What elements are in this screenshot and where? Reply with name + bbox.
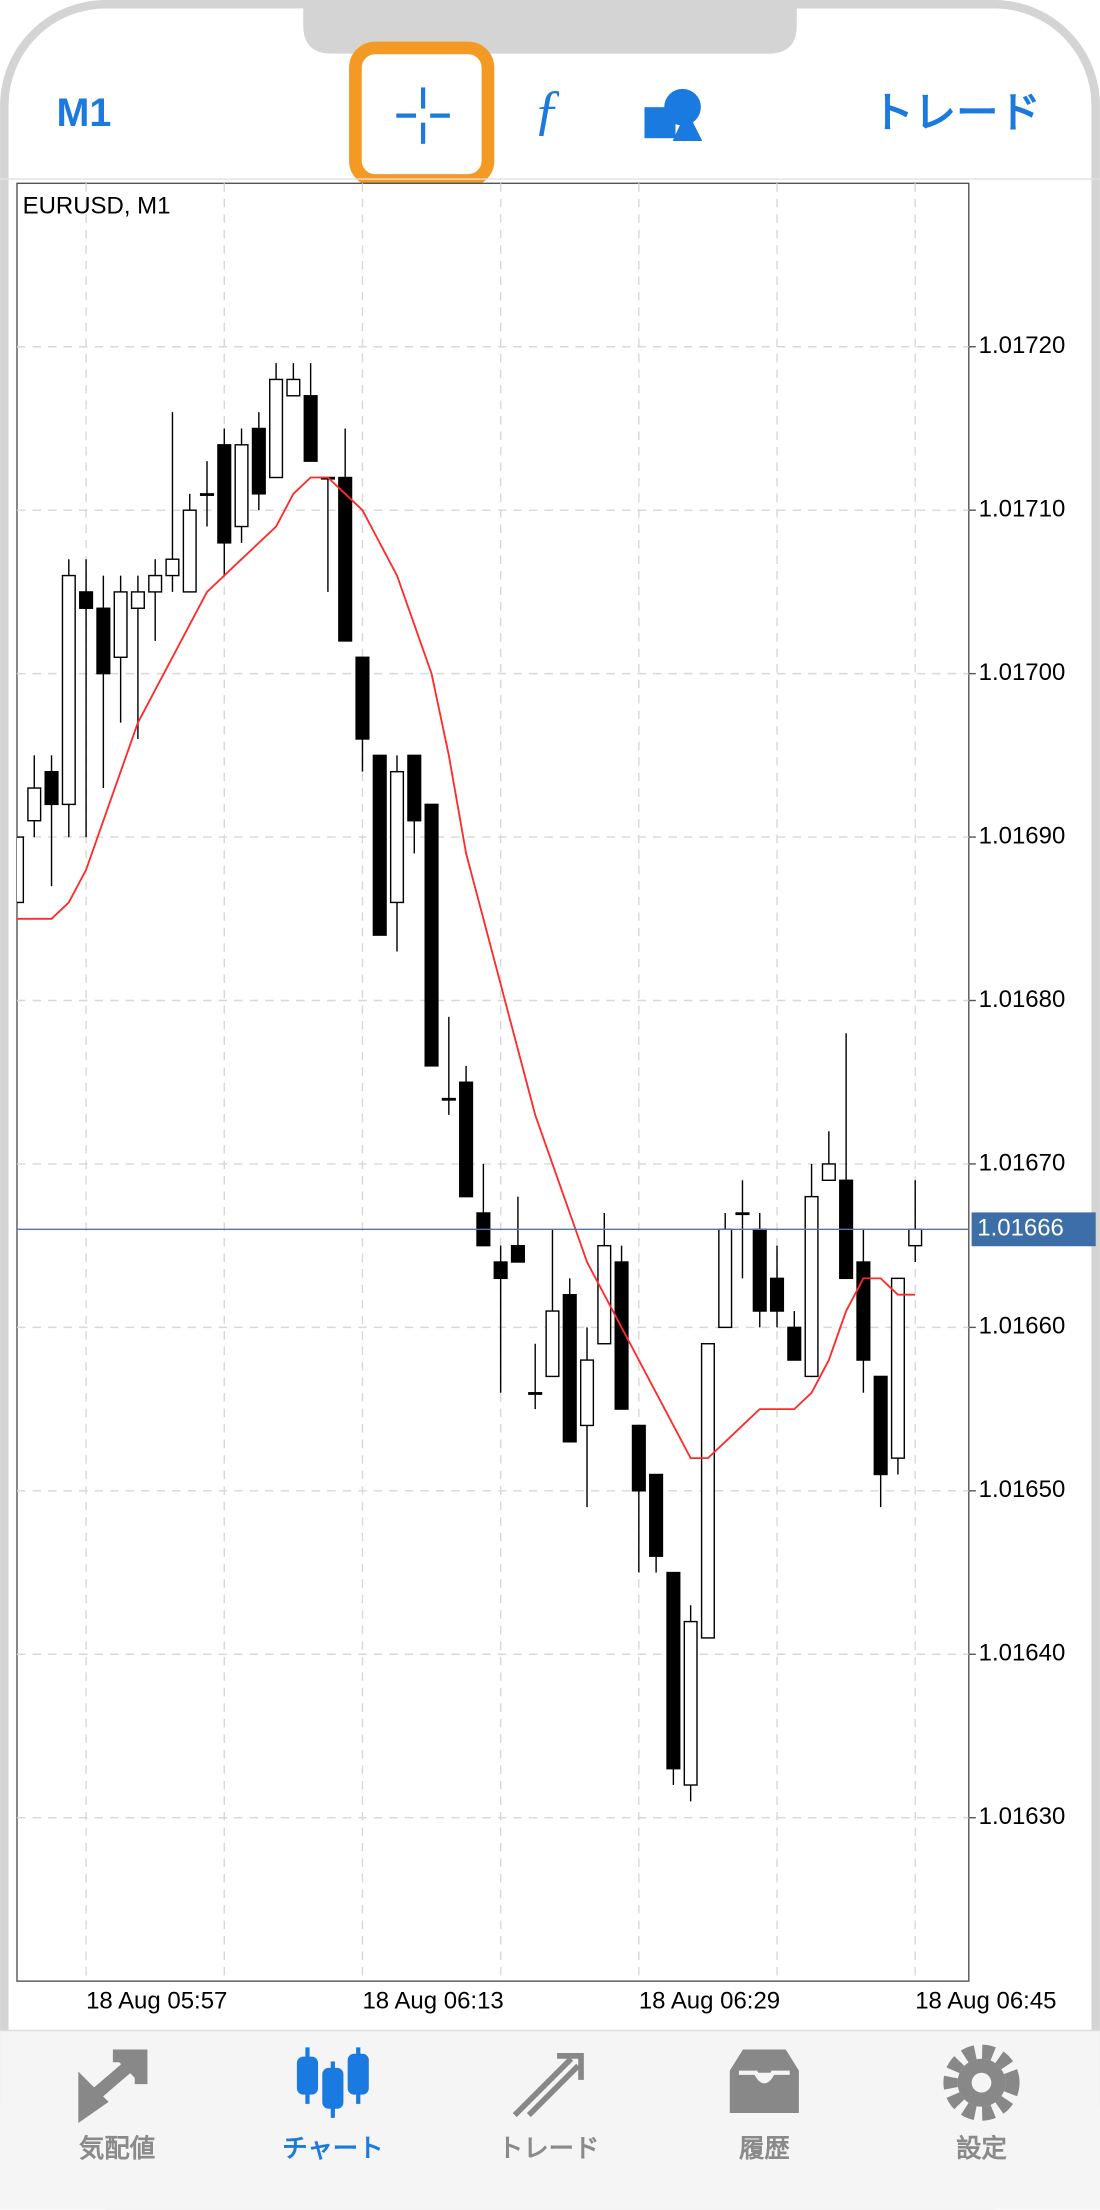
candle-body bbox=[372, 754, 387, 936]
y-tick-label: 1.01650 bbox=[979, 1476, 1066, 1503]
y-tick-label: 1.01710 bbox=[979, 496, 1066, 523]
candle-body bbox=[459, 1081, 474, 1198]
candle-body bbox=[804, 1195, 819, 1378]
candle-body bbox=[234, 444, 249, 528]
candle-body bbox=[27, 787, 42, 822]
chart-icon[interactable] bbox=[296, 2047, 369, 2118]
trade-icon[interactable] bbox=[512, 2053, 584, 2118]
tab-label[interactable]: 履歴 bbox=[739, 2135, 790, 2163]
candle-body bbox=[217, 444, 232, 544]
candle-body bbox=[787, 1326, 802, 1361]
candle-body bbox=[389, 770, 405, 904]
y-tick-label: 1.01690 bbox=[979, 822, 1066, 849]
candle-body bbox=[562, 1293, 577, 1443]
history-icon[interactable] bbox=[725, 2045, 804, 2118]
candle-body bbox=[890, 1277, 905, 1459]
candle-body bbox=[338, 476, 353, 642]
candle-body bbox=[769, 1277, 785, 1312]
candle-body bbox=[355, 656, 370, 740]
candle-body bbox=[649, 1473, 664, 1557]
candle-body bbox=[614, 1261, 629, 1410]
candle-body bbox=[96, 607, 111, 675]
tab-label[interactable]: 設定 bbox=[956, 2134, 1007, 2163]
y-tick-label: 1.01660 bbox=[979, 1313, 1066, 1340]
candle-body bbox=[148, 574, 163, 593]
x-tick-label: 18 Aug 05:57 bbox=[86, 1988, 227, 2015]
chart-title: EURUSD, M1 bbox=[23, 193, 171, 220]
moving-average-line bbox=[16, 476, 916, 1460]
candle-body bbox=[424, 803, 439, 1067]
candle-body bbox=[44, 770, 59, 806]
candle-body bbox=[493, 1261, 508, 1280]
candle-body bbox=[251, 427, 266, 495]
candle-body bbox=[510, 1244, 525, 1263]
notch bbox=[303, 0, 797, 54]
current-price-box bbox=[971, 1212, 1096, 1247]
candle-body bbox=[700, 1343, 715, 1639]
candle-body bbox=[16, 836, 25, 904]
chart bbox=[16, 182, 970, 1982]
candle-body bbox=[182, 509, 197, 593]
crosshair-highlight[interactable] bbox=[349, 41, 495, 187]
trade-button[interactable]: トレード bbox=[872, 89, 1041, 136]
candle-body bbox=[631, 1424, 646, 1492]
candle-body bbox=[908, 1228, 923, 1247]
tab-label[interactable]: チャート bbox=[282, 2135, 383, 2163]
indicator-icon[interactable]: ƒ bbox=[533, 80, 561, 142]
candle-body bbox=[165, 558, 180, 577]
candle-body bbox=[856, 1261, 871, 1361]
candle-body bbox=[407, 754, 422, 822]
current-price-label: 1.01666 bbox=[977, 1215, 1064, 1242]
quotes-icon[interactable] bbox=[78, 2049, 148, 2124]
y-tick-label: 1.01700 bbox=[979, 659, 1066, 686]
candle-body bbox=[666, 1571, 681, 1770]
timeframe-button[interactable]: M1 bbox=[56, 91, 111, 135]
tab-icons bbox=[78, 2044, 1020, 2124]
candle-body bbox=[752, 1228, 767, 1312]
candle-body bbox=[113, 591, 128, 658]
candle-body bbox=[79, 591, 94, 609]
candle-body bbox=[199, 493, 215, 496]
candle-body bbox=[873, 1375, 888, 1476]
candle-body bbox=[718, 1228, 733, 1329]
y-tick-label: 1.01720 bbox=[979, 332, 1066, 359]
y-tick-label: 1.01630 bbox=[979, 1803, 1066, 1830]
x-tick-label: 18 Aug 06:29 bbox=[639, 1988, 780, 2015]
candle-body bbox=[545, 1310, 560, 1378]
candle-body bbox=[286, 378, 301, 397]
candle-body bbox=[683, 1620, 698, 1786]
candle-body bbox=[579, 1359, 595, 1427]
candle-body bbox=[269, 378, 284, 479]
candle-body bbox=[441, 1097, 456, 1101]
candle-body bbox=[303, 395, 318, 462]
candle-body bbox=[821, 1163, 836, 1181]
x-tick-label: 18 Aug 06:45 bbox=[915, 1988, 1056, 2015]
tab-label[interactable]: トレード bbox=[498, 2135, 600, 2163]
y-tick-label: 1.01680 bbox=[979, 986, 1066, 1013]
candle-body bbox=[528, 1392, 543, 1395]
y-tick-label: 1.01670 bbox=[979, 1149, 1066, 1176]
candle-body bbox=[130, 591, 145, 609]
candle-body bbox=[61, 574, 76, 806]
y-tick-label: 1.01640 bbox=[979, 1640, 1066, 1667]
x-tick-label: 18 Aug 06:13 bbox=[362, 1988, 503, 2015]
objects-icon[interactable] bbox=[644, 88, 703, 142]
crosshair-icon bbox=[396, 87, 450, 144]
tab-bar bbox=[0, 2030, 1100, 2210]
plot-frame bbox=[16, 182, 970, 1982]
candles bbox=[16, 363, 923, 1802]
tab-label[interactable]: 気配値 bbox=[79, 2134, 155, 2163]
candle-body bbox=[735, 1212, 750, 1216]
